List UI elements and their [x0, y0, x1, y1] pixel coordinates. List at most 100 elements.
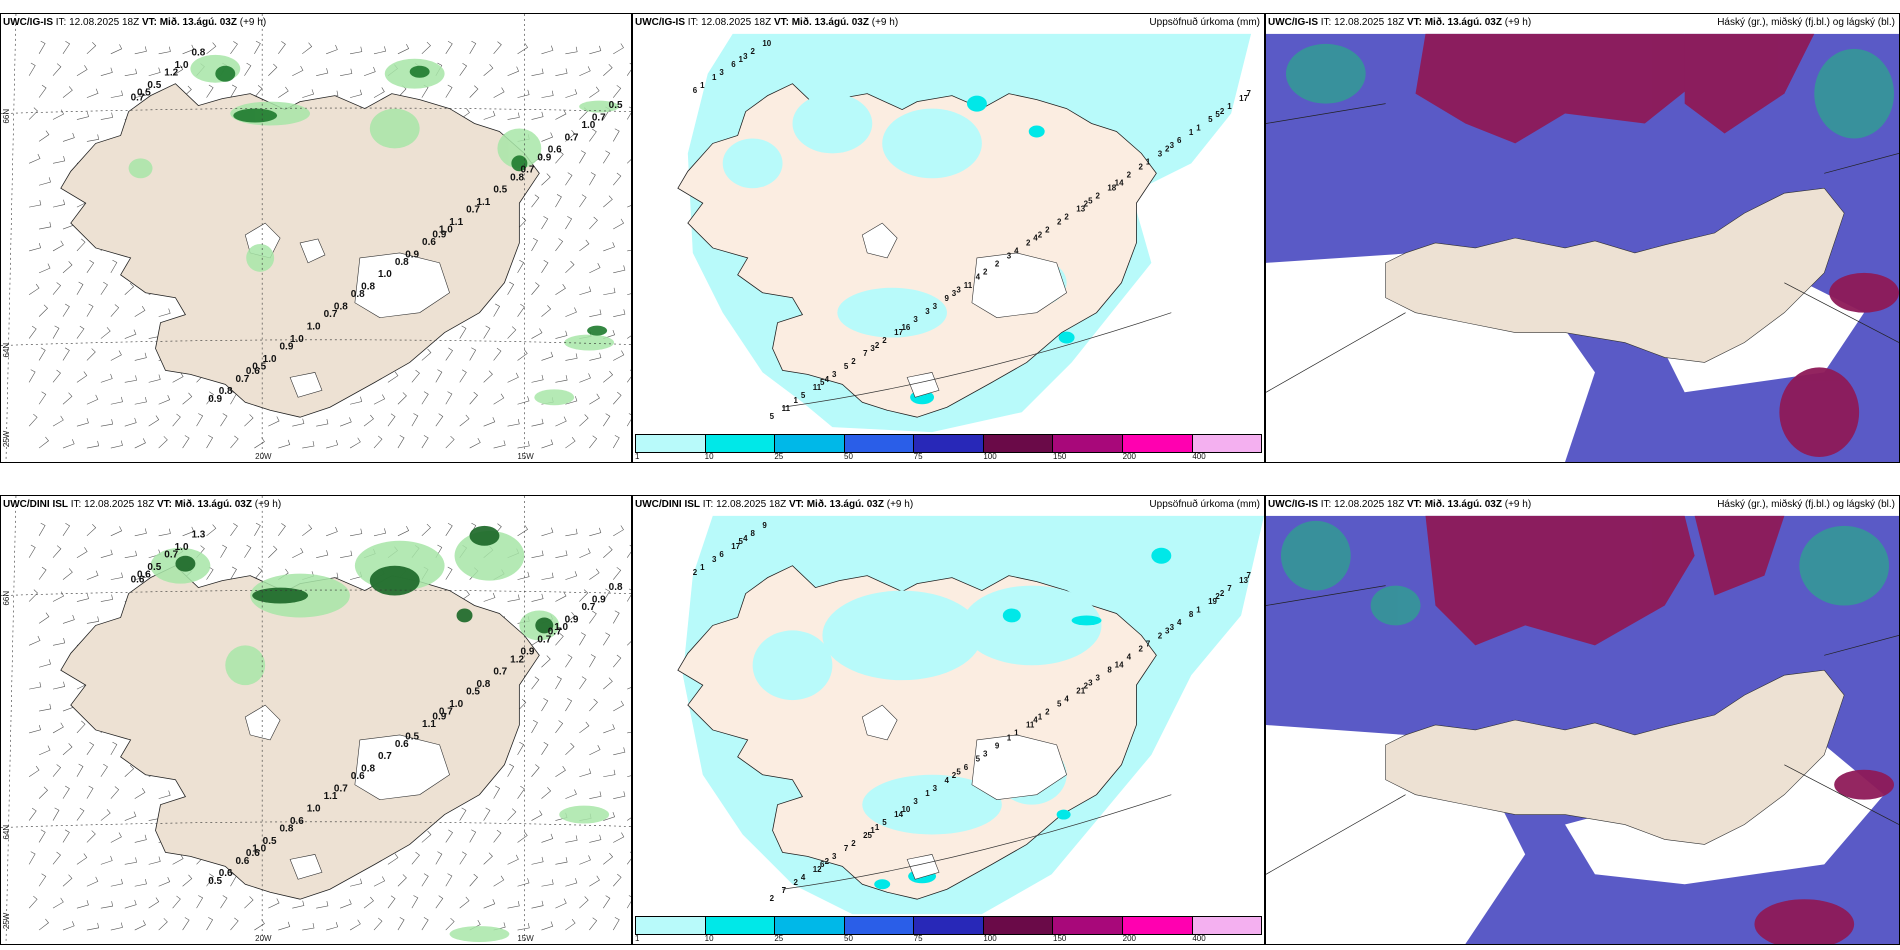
wind-barb: [555, 284, 566, 295]
value-label: 1.0: [175, 542, 189, 553]
wind-barb: [421, 523, 431, 537]
value-label: 0.8: [351, 289, 365, 300]
value-label: 0.5: [263, 836, 277, 847]
value-label: 1: [1146, 157, 1151, 166]
wind-barb: [435, 851, 443, 865]
wind-barb: [483, 370, 493, 383]
colorbar-swatches: [635, 434, 1262, 453]
wind-barb: [316, 68, 329, 77]
wind-barb: [483, 325, 491, 339]
wind-barb: [589, 745, 601, 756]
wind-barb: [627, 731, 631, 734]
value-label: 6: [964, 763, 969, 772]
colorbar-swatches: [635, 916, 1262, 935]
wind-barb: [579, 414, 589, 427]
wind-barb: [603, 242, 615, 252]
value-label: 1.0: [307, 804, 321, 815]
value-label: 3: [1007, 252, 1012, 261]
wind-barb: [39, 221, 52, 230]
wind-barb: [531, 374, 544, 383]
wind-barb: [579, 150, 586, 164]
wind-barb: [302, 42, 313, 55]
value-label: 6: [820, 860, 825, 869]
wind-barb: [278, 41, 286, 55]
colorbar-swatch: [636, 435, 706, 452]
value-label: 17: [1239, 94, 1248, 103]
wind-barb: [76, 418, 89, 427]
wind-barb: [579, 768, 592, 778]
wind-map[interactable]: 0.60.90.60.70.81.00.80.60.90.50.60.90.70…: [1, 496, 631, 944]
colorbar-swatch: [636, 917, 706, 934]
wind-barb: [589, 128, 597, 142]
value-label: 3: [712, 555, 717, 564]
wind-map[interactable]: 0.70.90.60.60.81.01.11.00.70.90.80.70.80…: [1, 14, 631, 462]
wind-barb: [459, 369, 467, 383]
wind-barb: [531, 328, 543, 339]
value-label: 14: [1115, 660, 1124, 669]
wind-barb: [507, 418, 520, 427]
wind-barb: [469, 347, 477, 361]
value-label: 4: [976, 273, 981, 282]
wind-barb: [541, 439, 554, 449]
value-label: 4: [1127, 652, 1132, 661]
value-label: 1: [739, 55, 744, 64]
value-label: 2: [1045, 708, 1050, 717]
wind-barb: [28, 807, 37, 821]
value-label: 5: [844, 362, 849, 371]
precip-map[interactable]: 6243335223123125141018171721139613752112…: [633, 14, 1264, 462]
precip-map[interactable]: 2123543121221357859814131112241721251997…: [633, 496, 1264, 944]
wind-barb: [62, 874, 73, 887]
value-label: 0.5: [466, 687, 480, 698]
wind-barb: [339, 417, 352, 427]
wind-barb: [603, 769, 616, 778]
wind-barb: [148, 415, 160, 427]
wind-barb: [62, 614, 75, 624]
colorbar-tick-label: 100: [983, 452, 997, 461]
wind-barb: [517, 922, 530, 931]
wind-barb: [555, 375, 568, 383]
cloud-map[interactable]: [1266, 14, 1899, 462]
cloud-map[interactable]: [1266, 496, 1899, 944]
wind-barb: [28, 851, 36, 865]
wind-barb: [555, 550, 568, 559]
value-label: 2: [1026, 239, 1031, 248]
wind-barb: [517, 216, 527, 230]
wind-barb: [38, 918, 49, 931]
wind-barb: [445, 84, 453, 98]
colorbar-swatch: [844, 917, 915, 934]
wind-barb: [555, 416, 567, 427]
wind-barb: [278, 921, 291, 931]
value-label: 2: [1138, 162, 1143, 171]
wind-barb: [626, 106, 631, 120]
value-label: 0.7: [493, 667, 507, 678]
precip-contour: [782, 312, 1172, 408]
wind-barb: [555, 150, 564, 164]
wind-barb: [507, 900, 520, 909]
value-label: 0.8: [395, 257, 409, 268]
value-label: 3: [983, 750, 988, 759]
value-label: 0.8: [476, 679, 490, 690]
wind-barb: [555, 766, 566, 777]
wind-barb: [531, 111, 544, 120]
wind-barb: [76, 111, 89, 120]
glacier-vatnajokull: [354, 252, 450, 318]
value-label: 0.8: [361, 282, 375, 293]
colorbar-tick-label: 25: [774, 452, 784, 461]
wind-barb: [110, 440, 123, 449]
wind-barb: [38, 130, 50, 142]
value-label: 7: [844, 844, 849, 853]
colorbar-tick-label: 50: [844, 934, 853, 943]
value-label: 11: [782, 404, 791, 413]
colorbar-swatch: [983, 917, 1054, 934]
wind-barb: [62, 261, 73, 274]
wind-barb: [100, 419, 113, 427]
wind-barb: [76, 547, 88, 558]
wind-barb: [52, 282, 62, 295]
value-label: 1: [1038, 713, 1043, 722]
wind-barb: [579, 373, 591, 383]
wind-barb: [626, 895, 631, 909]
colorbar-tick-label: 75: [913, 452, 923, 461]
colorbar-swatch: [1122, 435, 1193, 452]
value-label: 1: [793, 396, 798, 405]
wind-barb: [206, 42, 217, 55]
